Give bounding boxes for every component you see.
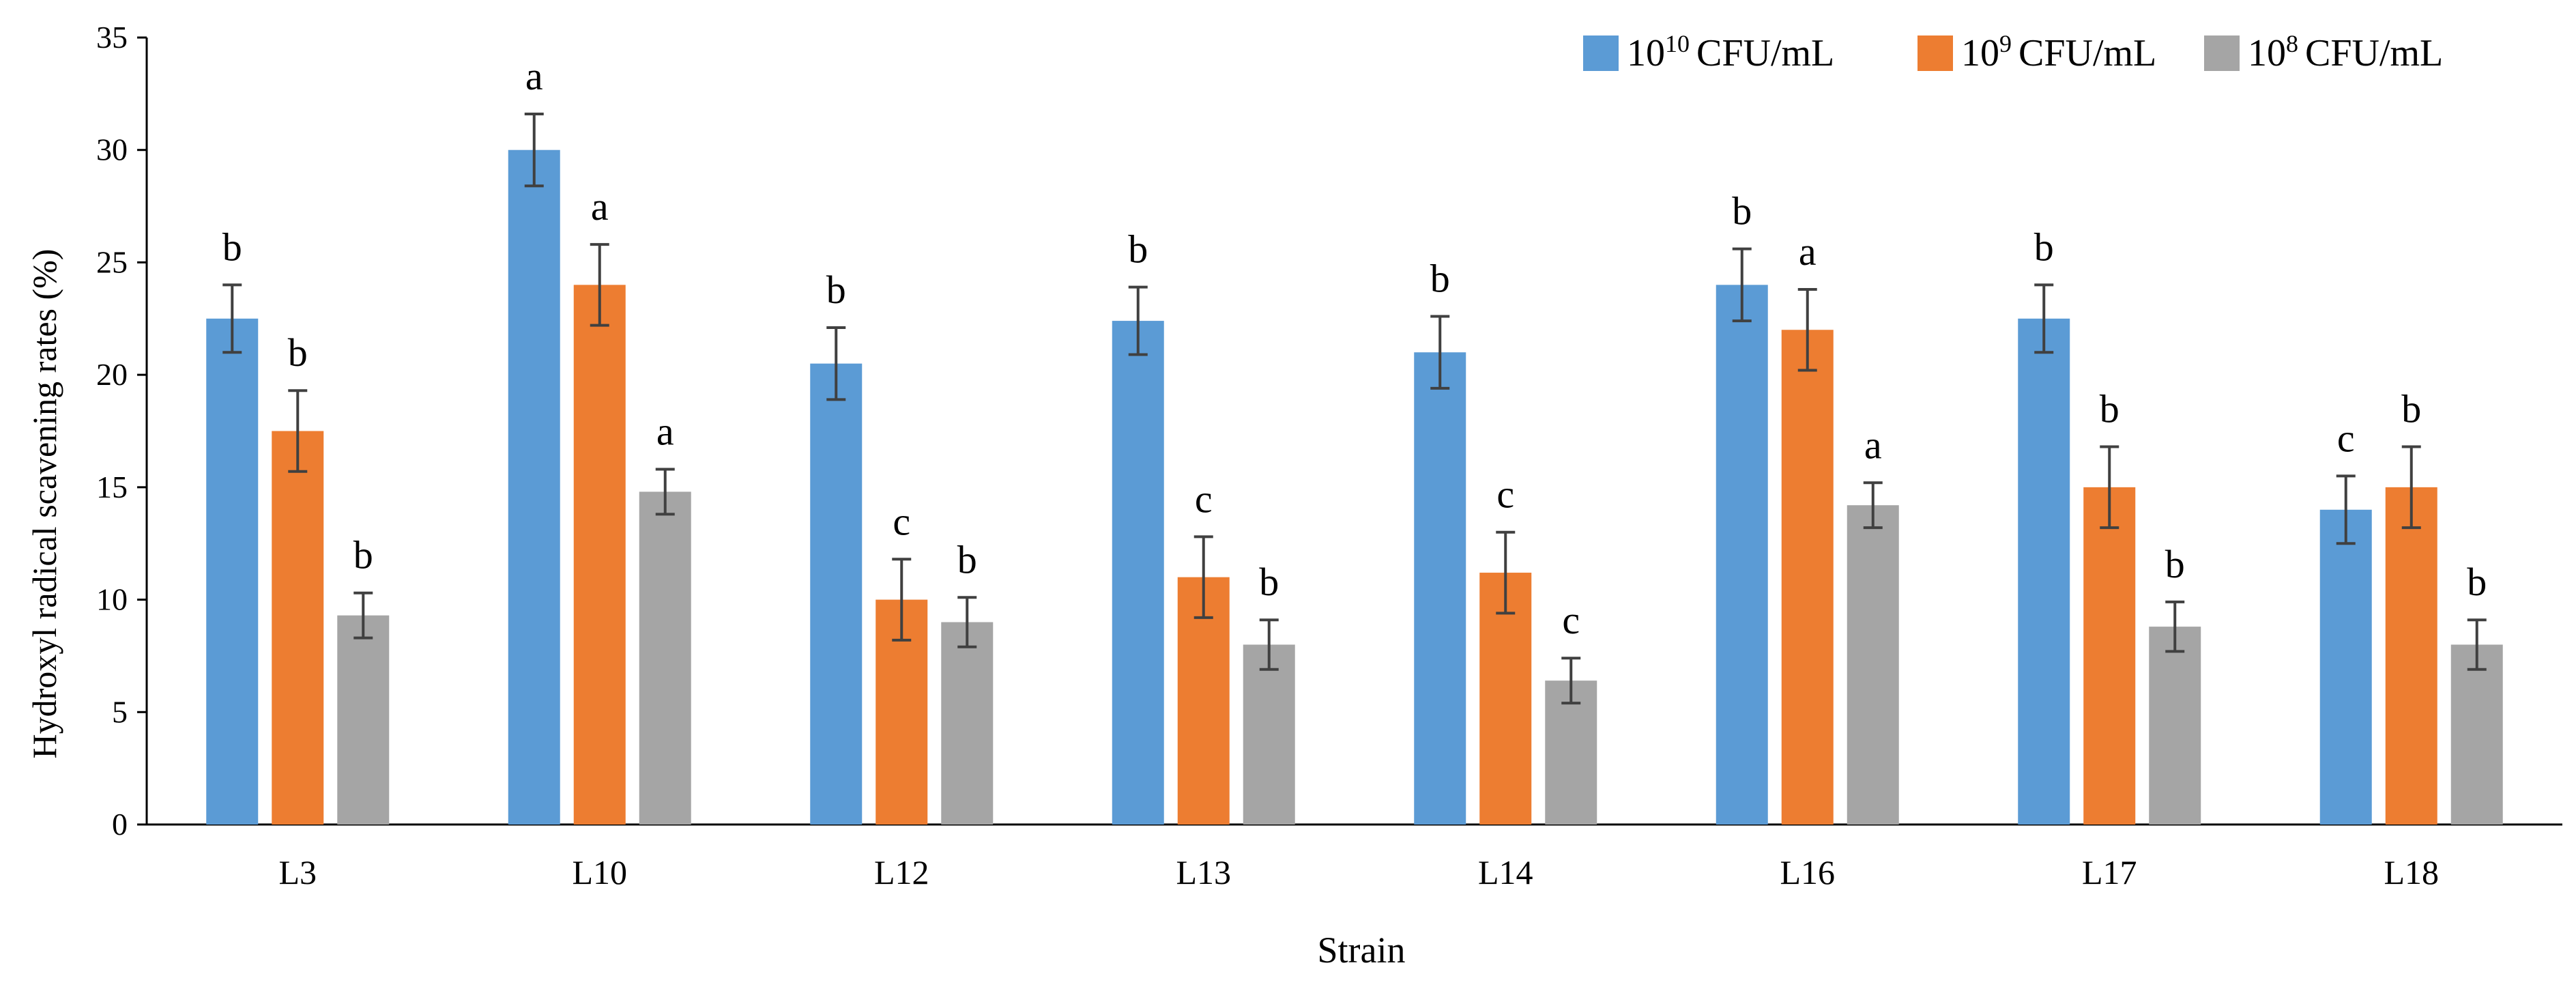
bar <box>1414 352 1466 825</box>
bar <box>1716 285 1768 825</box>
y-tick-label: 25 <box>96 244 128 279</box>
x-tick-label: L12 <box>874 853 929 891</box>
bar <box>2149 627 2201 825</box>
legend-label: 109 CFU/mL <box>1961 30 2156 74</box>
y-tick-label: 15 <box>96 470 128 504</box>
x-tick-label: L13 <box>1176 853 1231 891</box>
significance-label: c <box>2337 416 2355 460</box>
y-tick-label: 0 <box>112 807 128 842</box>
x-tick-label: L18 <box>2384 853 2439 891</box>
bar <box>810 363 863 825</box>
significance-label: c <box>1195 476 1213 521</box>
y-tick-label: 30 <box>96 132 128 167</box>
bar <box>2018 318 2070 825</box>
x-axis: L3 L10 L12 L13 L14 L16 L17 L18 <box>147 823 2562 891</box>
bar <box>2083 487 2136 825</box>
significance-label: b <box>288 330 308 375</box>
bar <box>1847 505 1899 825</box>
significance-label: b <box>1732 189 1752 233</box>
significance-label: a <box>656 410 674 454</box>
bar <box>2450 644 2503 825</box>
bar <box>2319 509 2372 825</box>
y-axis: 0 5 10 15 20 25 30 35 <box>96 20 148 842</box>
x-tick-label: L14 <box>1478 853 1533 891</box>
significance-label: b <box>2100 387 2119 431</box>
bar <box>337 615 390 825</box>
significance-label: b <box>957 537 977 582</box>
bar <box>2385 487 2437 825</box>
significance-label: b <box>2467 560 2487 604</box>
bar <box>272 431 324 825</box>
bar <box>1545 680 1597 825</box>
bar <box>639 491 691 825</box>
significance-label: c <box>1496 472 1514 517</box>
legend-swatch <box>1917 35 1953 71</box>
significance-labels: b b b a a a b c b b c b b c c b a a b b b c b b <box>222 54 2487 642</box>
legend-swatch <box>1583 35 1619 71</box>
y-tick-label: 5 <box>112 694 128 729</box>
significance-label: b <box>2401 387 2421 431</box>
significance-label: c <box>893 499 910 543</box>
bars <box>206 149 2503 825</box>
significance-label: a <box>525 54 543 98</box>
x-tick-label: L3 <box>278 853 317 891</box>
x-tick-label: L16 <box>1780 853 1835 891</box>
error-bars <box>222 113 2487 705</box>
significance-label: a <box>1864 422 1882 467</box>
bar <box>1479 573 1532 825</box>
significance-label: b <box>826 268 846 312</box>
bar <box>941 622 994 825</box>
legend-label: 1010 CFU/mL <box>1627 30 1834 74</box>
x-tick-label: L10 <box>572 853 627 891</box>
x-tick-label: L17 <box>2082 853 2137 891</box>
bar <box>1243 644 1295 825</box>
x-axis-title: Strain <box>1318 930 1406 971</box>
significance-label: b <box>1128 227 1148 272</box>
bar <box>1112 321 1164 825</box>
significance-label: b <box>2034 225 2054 269</box>
legend: 1010 CFU/mL 109 CFU/mL 108 CFU/mL <box>1583 30 2443 74</box>
bar <box>508 149 560 825</box>
significance-label: a <box>591 184 609 229</box>
legend-swatch <box>2204 35 2240 71</box>
significance-label: b <box>1259 560 1279 604</box>
bar <box>1781 330 1834 825</box>
y-tick-label: 10 <box>96 582 128 617</box>
significance-label: a <box>1799 229 1817 274</box>
y-tick-label: 20 <box>96 357 128 392</box>
y-tick-label: 35 <box>96 20 128 55</box>
significance-label: b <box>1430 256 1450 300</box>
significance-label: b <box>222 225 242 269</box>
y-axis-title: Hydroxyl radical scavening rates (%) <box>25 249 63 759</box>
bar <box>573 285 626 825</box>
legend-label: 108 CFU/mL <box>2248 30 2443 74</box>
significance-label: c <box>1562 598 1580 642</box>
significance-label: b <box>353 533 373 577</box>
bar <box>206 318 259 825</box>
significance-label: b <box>2165 542 2185 586</box>
